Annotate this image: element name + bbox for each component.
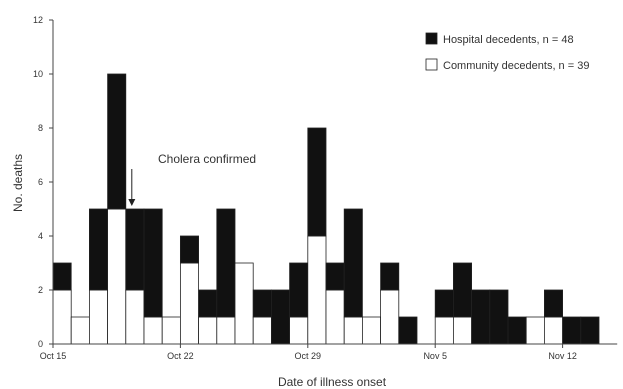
community-bar-oct-31: [325, 289, 345, 345]
legend: Hospital decedents, n = 48 Community dece…: [425, 32, 589, 72]
community-bar-oct-17: [70, 316, 90, 345]
community-bar-nov-12: [544, 316, 564, 345]
y-tick-label: 0: [38, 339, 43, 349]
legend-swatch: [425, 32, 438, 45]
community-bar-nov-3: [380, 289, 400, 345]
hospital-bar-oct-21: [143, 208, 163, 318]
y-axis-title: No. deaths: [11, 154, 25, 212]
hospital-bar-oct-23: [179, 235, 199, 264]
hospital-bar-nov-3: [380, 262, 400, 291]
community-bar-nov-11: [525, 316, 545, 345]
hospital-bar-nov-8: [471, 289, 491, 345]
hospital-bar-nov-13: [562, 316, 582, 345]
community-bar-nov-7: [452, 316, 472, 345]
hospital-bar-nov-10: [507, 316, 527, 345]
community-bar-oct-20: [125, 289, 145, 345]
community-bar-nov-1: [343, 316, 363, 345]
hospital-bar-oct-27: [252, 289, 272, 318]
hospital-bar-oct-19: [107, 73, 127, 210]
community-bar-oct-27: [252, 316, 272, 345]
y-tick-label: 8: [38, 123, 43, 133]
y-tick-label: 10: [33, 69, 43, 79]
hospital-bar-nov-4: [398, 316, 418, 345]
annotation-label: Cholera confirmed: [158, 152, 256, 166]
community-bar-oct-18: [89, 289, 109, 345]
community-bar-oct-16: [52, 289, 72, 345]
community-bar-oct-22: [161, 316, 181, 345]
hospital-bar-nov-7: [452, 262, 472, 318]
annotation-layer: Cholera confirmed: [128, 152, 256, 206]
hospital-bar-nov-12: [544, 289, 564, 318]
x-axis-title: Date of illness onset: [278, 375, 387, 389]
y-tick-label: 6: [38, 177, 43, 187]
hospital-bar-oct-29: [289, 262, 309, 318]
x-tick-label: Oct 15: [40, 351, 67, 361]
hospital-bar-nov-1: [343, 208, 363, 318]
y-tick-label: 2: [38, 285, 43, 295]
community-bar-oct-25: [216, 316, 236, 345]
legend-label: Hospital decedents, n = 48: [443, 34, 574, 46]
y-tick-label: 12: [33, 15, 43, 25]
x-tick-label: Oct 22: [167, 351, 194, 361]
hospital-bar-oct-31: [325, 262, 345, 291]
hospital-bar-oct-16: [52, 262, 72, 291]
hospital-bar-oct-30: [307, 127, 327, 237]
hospital-bar-nov-6: [434, 289, 454, 318]
annotation-arrow-head: [128, 199, 136, 206]
bars-layer: [52, 73, 600, 345]
community-bar-nov-2: [361, 316, 381, 345]
y-tick-label: 4: [38, 231, 43, 241]
x-tick-label: Nov 5: [423, 351, 447, 361]
legend-swatch: [425, 58, 438, 71]
community-bar-oct-21: [143, 316, 163, 345]
hospital-bar-oct-28: [270, 289, 290, 345]
community-bar-nov-6: [434, 316, 454, 345]
hospital-bar-oct-18: [89, 208, 109, 291]
community-bar-oct-24: [198, 316, 218, 345]
hospital-bar-oct-25: [216, 208, 236, 318]
legend-label: Community decedents, n = 39: [443, 60, 589, 72]
community-bar-oct-26: [234, 262, 254, 345]
community-bar-oct-23: [179, 262, 199, 345]
x-tick-label: Nov 12: [548, 351, 577, 361]
x-tick-label: Oct 29: [295, 351, 322, 361]
community-bar-oct-29: [289, 316, 309, 345]
axes-layer: 0 2 4 6 8 10 12 Oct 15 Oct 22 Oct 29 Nov 5 Nov 12: [33, 15, 618, 361]
hospital-bar-nov-9: [489, 289, 509, 345]
hospital-bar-oct-20: [125, 208, 145, 291]
community-bar-oct-19: [107, 208, 127, 345]
hospital-bar-nov-14: [580, 316, 600, 345]
hospital-bar-oct-24: [198, 289, 218, 318]
community-bar-oct-30: [307, 235, 327, 345]
